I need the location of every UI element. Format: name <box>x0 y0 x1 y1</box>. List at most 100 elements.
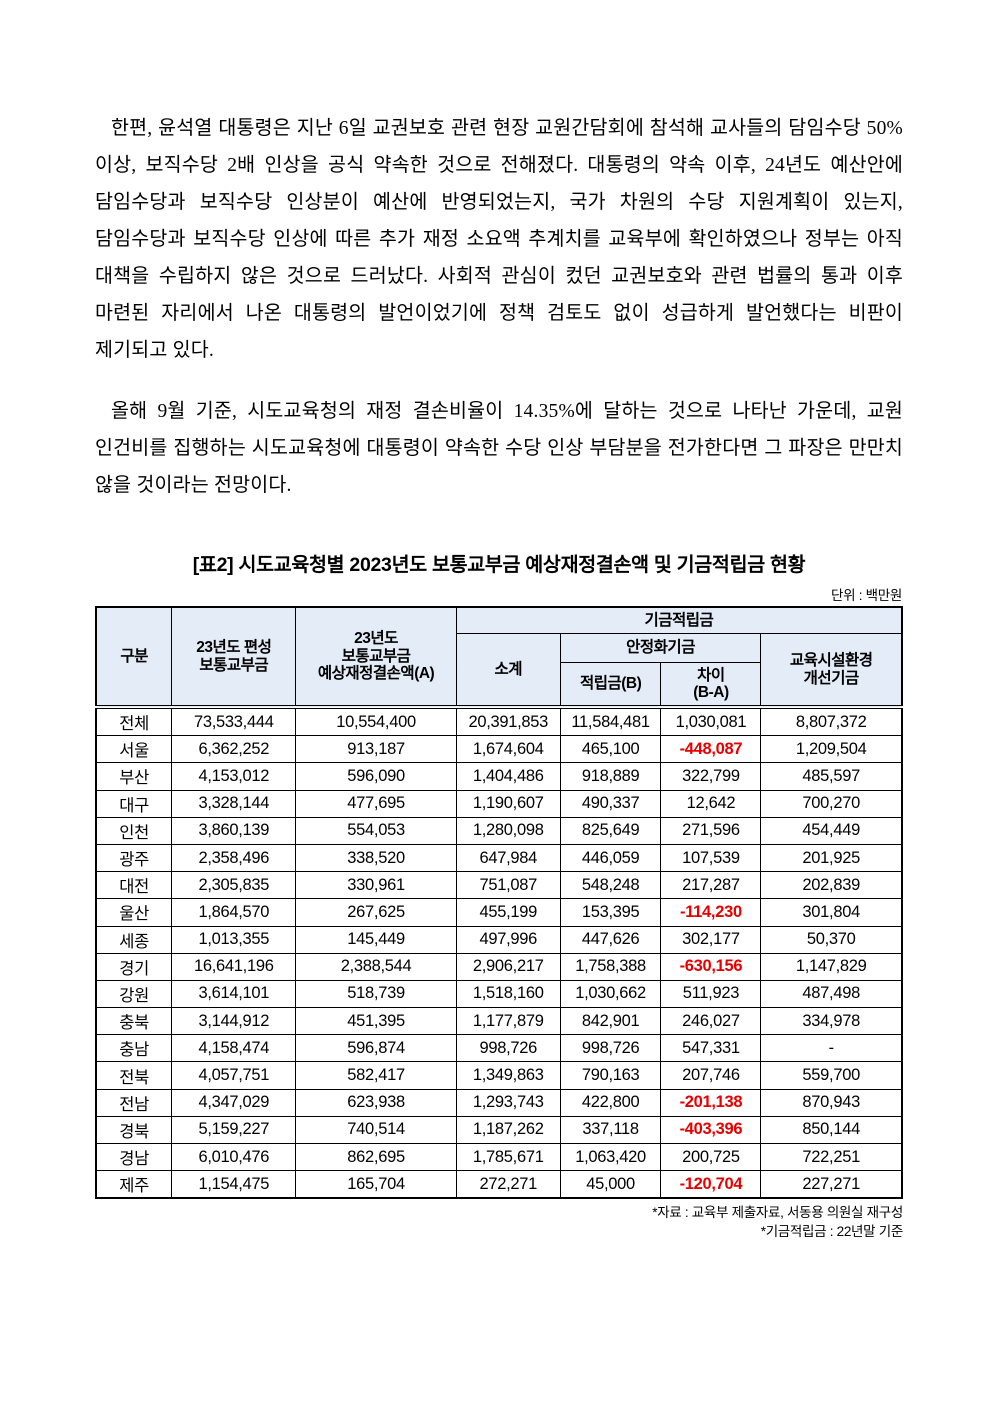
header-subtotal: 소계 <box>455 633 561 708</box>
value-cell: 2,305,835 <box>171 871 297 900</box>
value-cell: 6,362,252 <box>171 735 297 764</box>
value-cell: 1,758,388 <box>559 952 662 981</box>
value-cell: 1,030,081 <box>660 705 762 737</box>
value-cell: -630,156 <box>660 952 762 981</box>
value-cell: 2,358,496 <box>171 843 297 873</box>
value-cell: 547,331 <box>660 1034 762 1063</box>
value-cell: 870,943 <box>760 1088 903 1117</box>
value-cell: 447,626 <box>559 925 662 954</box>
region-cell: 제주 <box>95 1170 173 1199</box>
footnote-fund-basis: *기금적립금 : 22년말 기준 <box>760 1224 904 1240</box>
value-cell: 465,100 <box>559 735 662 764</box>
unit-label: 단위 : 백만원 <box>831 588 902 603</box>
value-cell: 596,090 <box>295 762 457 791</box>
region-cell: 부산 <box>95 762 173 791</box>
body-paragraph-1: 한편, 윤석열 대통령은 지난 6일 교권보호 관련 현장 교원간담회에 참석해… <box>95 118 903 361</box>
header-row-2: 소계 안정화기금 교육시설환경 개선기금 <box>96 633 903 708</box>
value-cell: 8,807,372 <box>760 705 903 737</box>
value-cell: 301,804 <box>760 898 903 927</box>
value-cell: 3,144,912 <box>171 1007 297 1036</box>
value-cell: 596,874 <box>295 1034 457 1063</box>
region-cell: 울산 <box>95 898 173 927</box>
value-cell: 20,391,853 <box>455 705 561 737</box>
region-cell: 전체 <box>95 705 173 737</box>
value-cell: 267,625 <box>295 898 457 927</box>
value-cell: 1,190,607 <box>455 789 561 818</box>
region-cell: 서울 <box>95 735 173 764</box>
value-cell: 1,349,863 <box>455 1061 561 1090</box>
value-cell: 1,674,604 <box>455 735 561 764</box>
region-cell: 광주 <box>95 843 173 873</box>
footnote-source: *자료 : 교육부 제출자료, 서동용 의원실 재구성 <box>652 1205 903 1221</box>
value-cell: -120,704 <box>660 1170 762 1199</box>
table-row: 충북 3,144,912 451,395 1,177,879 842,901 246,02… <box>95 1007 903 1036</box>
value-cell: 700,270 <box>760 789 903 818</box>
value-cell: 207,746 <box>660 1061 762 1090</box>
value-cell: 1,030,662 <box>559 979 662 1009</box>
table-row: 전체 73,533,444 10,554,400 20,391,853 11,584,4… <box>95 705 903 737</box>
value-cell: 338,520 <box>295 843 457 873</box>
value-cell: - <box>760 1034 903 1063</box>
value-cell: 582,417 <box>295 1061 457 1090</box>
value-cell: 511,923 <box>660 979 762 1009</box>
value-cell: 4,153,012 <box>171 762 297 791</box>
value-cell: 3,328,144 <box>171 789 297 818</box>
value-cell: 548,248 <box>559 871 662 900</box>
value-cell: 4,347,029 <box>171 1088 297 1117</box>
footnotes: *자료 : 교육부 제출자료, 서동용 의원실 재구성 *기금적립금 : 22년… <box>95 1203 903 1241</box>
region-cell: 충남 <box>95 1034 173 1063</box>
value-cell: -201,138 <box>660 1088 762 1117</box>
value-cell: 451,395 <box>295 1007 457 1036</box>
value-cell: 2,906,217 <box>455 952 561 981</box>
table-caption: [표2] 시도교육청별 2023년도 보통교부금 예상재정결손액 및 기금적립금… <box>192 554 806 576</box>
value-cell: 12,642 <box>660 789 762 818</box>
value-cell: 647,984 <box>455 843 561 873</box>
value-cell: 850,144 <box>760 1115 903 1145</box>
value-cell: 1,864,570 <box>171 898 297 927</box>
value-cell: 722,251 <box>760 1142 903 1172</box>
body-paragraph-2: 올해 9월 기준, 시도교육청의 재정 결손비율이 14.35%에 달하는 것으… <box>95 401 903 496</box>
value-cell: 485,597 <box>760 762 903 791</box>
value-cell: 422,800 <box>559 1088 662 1117</box>
value-cell: 825,649 <box>559 816 662 845</box>
value-cell: 217,287 <box>660 871 762 900</box>
value-cell: 554,053 <box>295 816 457 845</box>
value-cell: 145,449 <box>295 925 457 954</box>
header-facility-fund: 교육시설환경 개선기금 <box>760 633 903 708</box>
value-cell: 862,695 <box>295 1142 457 1172</box>
value-cell: 153,395 <box>559 898 662 927</box>
value-cell: 334,978 <box>760 1007 903 1036</box>
region-cell: 경기 <box>95 952 173 981</box>
region-cell: 강원 <box>95 979 173 1009</box>
value-cell: 45,000 <box>559 1170 662 1199</box>
value-cell: 751,087 <box>455 871 561 900</box>
value-cell: 246,027 <box>660 1007 762 1036</box>
value-cell: 107,539 <box>660 843 762 873</box>
value-cell: 6,010,476 <box>171 1142 297 1172</box>
value-cell: 1,063,420 <box>559 1142 662 1172</box>
value-cell: 790,163 <box>559 1061 662 1090</box>
value-cell: 4,057,751 <box>171 1061 297 1090</box>
value-cell: 446,059 <box>559 843 662 873</box>
value-cell: 165,704 <box>295 1170 457 1199</box>
region-cell: 전북 <box>95 1061 173 1090</box>
value-cell: 1,209,504 <box>760 735 903 764</box>
value-cell: 330,961 <box>295 871 457 900</box>
value-cell: 623,938 <box>295 1088 457 1117</box>
value-cell: 1,187,262 <box>455 1115 561 1145</box>
value-cell: 3,614,101 <box>171 979 297 1009</box>
value-cell: 201,925 <box>760 843 903 873</box>
value-cell: 1,293,743 <box>455 1088 561 1117</box>
value-cell: 302,177 <box>660 925 762 954</box>
header-budget: 23년도 편성 보통교부금 <box>171 606 297 708</box>
value-cell: 490,337 <box>559 789 662 818</box>
value-cell: 998,726 <box>455 1034 561 1063</box>
value-cell: 454,449 <box>760 816 903 845</box>
table-header: 구분 23년도 편성 보통교부금 23년도 보통교부금 예상재정결손액(A) 기… <box>95 606 903 708</box>
value-cell: 3,860,139 <box>171 816 297 845</box>
table-row: 경기 16,641,196 2,388,544 2,906,217 1,758,388-… <box>95 952 903 981</box>
value-cell: 487,498 <box>760 979 903 1009</box>
value-cell: 477,695 <box>295 789 457 818</box>
region-cell: 인천 <box>95 816 173 845</box>
